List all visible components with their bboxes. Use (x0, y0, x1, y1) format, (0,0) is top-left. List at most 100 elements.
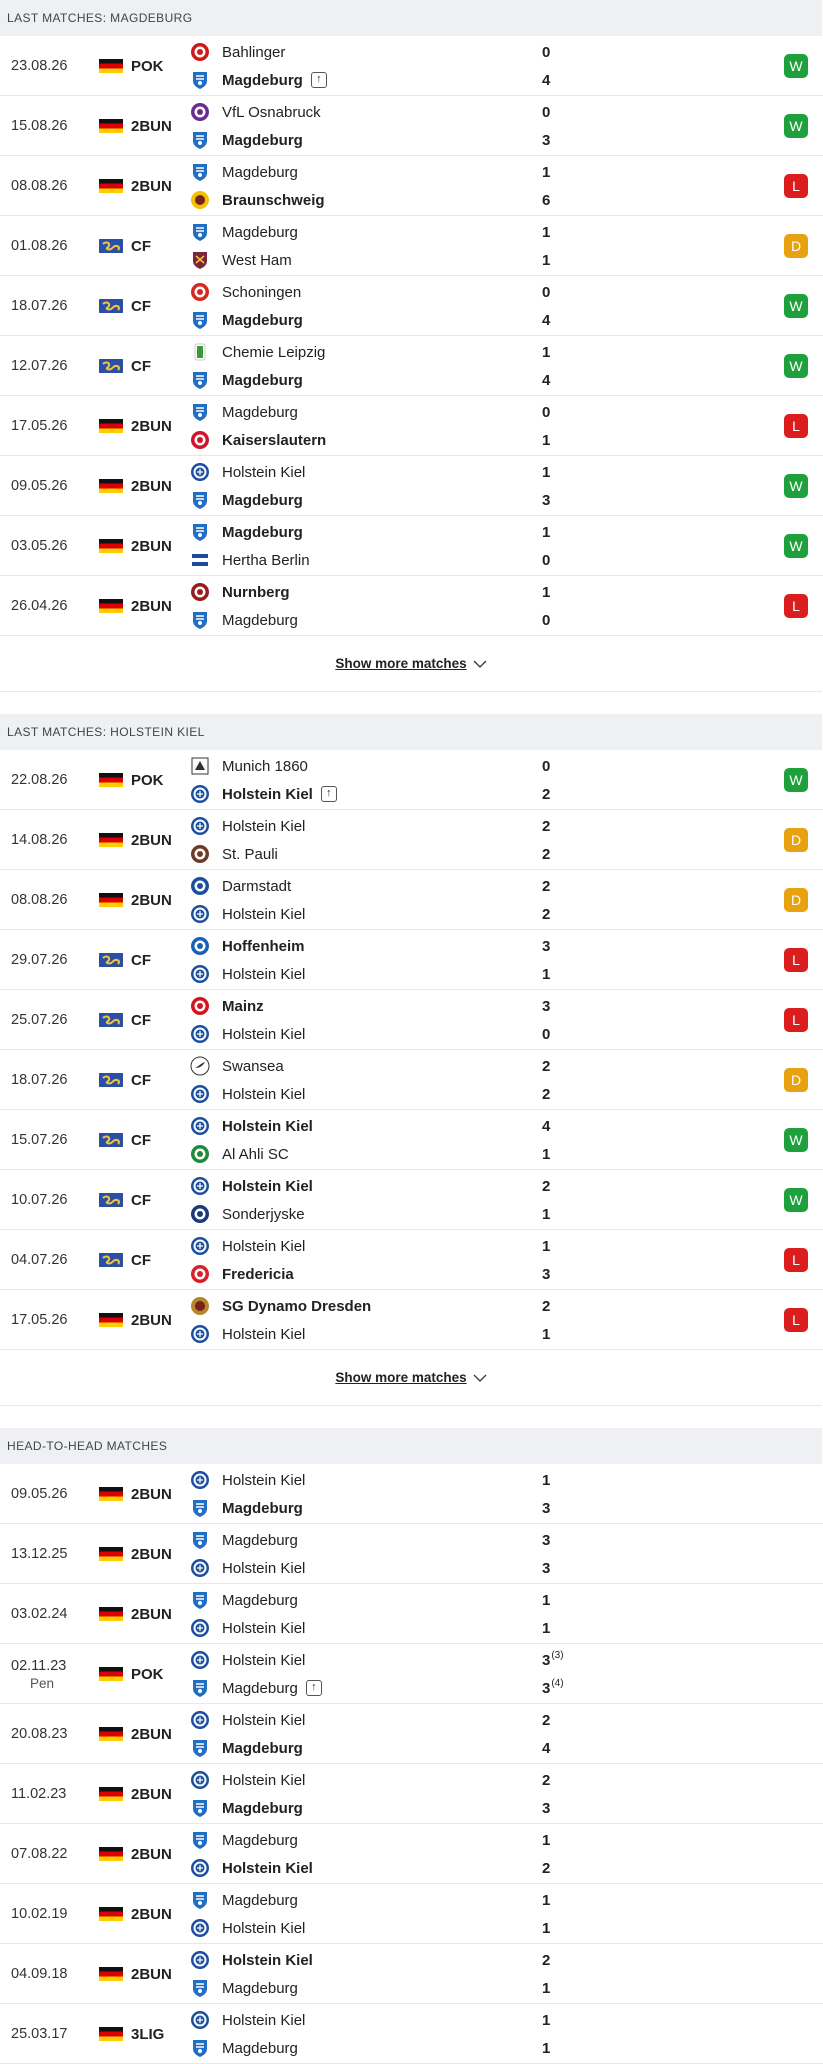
team[interactable]: Fredericia (190, 1263, 294, 1285)
kiel-logo-icon (190, 1770, 210, 1790)
match-row[interactable]: 25.03.17 3LIG Holstein Kiel Magdeburg 1 … (0, 2004, 823, 2064)
team[interactable]: Holstein Kiel (190, 1649, 305, 1671)
team[interactable]: Magdeburg (190, 489, 303, 511)
team[interactable]: Magdeburg (190, 369, 303, 391)
team[interactable]: Magdeburg (190, 1889, 298, 1911)
team[interactable]: Holstein Kiel ↑ (190, 783, 337, 805)
team[interactable]: Holstein Kiel (190, 1323, 305, 1345)
team[interactable]: Schoningen (190, 281, 301, 303)
team[interactable]: Magdeburg (190, 1977, 298, 1999)
team[interactable]: SG Dynamo Dresden (190, 1295, 371, 1317)
match-row[interactable]: 23.08.26 POK Bahlinger Magdeburg ↑ 0 4 W (0, 36, 823, 96)
match-row[interactable]: 02.11.23 Pen POK Holstein Kiel Magdeburg ↑… (0, 1644, 823, 1704)
team[interactable]: Holstein Kiel (190, 1857, 313, 1879)
magdeburg-logo-icon (190, 1738, 210, 1758)
away-score: 3 (542, 1557, 602, 1579)
match-row[interactable]: 11.02.23 2BUN Holstein Kiel Magdeburg 2 … (0, 1764, 823, 1824)
team[interactable]: Holstein Kiel (190, 1617, 305, 1639)
team[interactable]: Holstein Kiel (190, 815, 305, 837)
match-date: 17.05.26 (11, 396, 87, 456)
team[interactable]: Swansea (190, 1055, 284, 1077)
team[interactable]: Nurnberg (190, 581, 290, 603)
team[interactable]: Magdeburg (190, 521, 303, 543)
team[interactable]: Holstein Kiel (190, 1083, 305, 1105)
match-row[interactable]: 10.02.19 2BUN Magdeburg Holstein Kiel 1 … (0, 1884, 823, 1944)
match-row[interactable]: 18.07.26 CF Swansea Holstein Kiel 2 2 D (0, 1050, 823, 1110)
team[interactable]: Holstein Kiel (190, 1469, 305, 1491)
team[interactable]: Braunschweig (190, 189, 325, 211)
match-row[interactable]: 08.08.26 2BUN Darmstadt Holstein Kiel 2 … (0, 870, 823, 930)
match-date: 09.05.26 (11, 1464, 87, 1524)
team[interactable]: Magdeburg (190, 129, 303, 151)
team[interactable]: Holstein Kiel (190, 2009, 305, 2031)
match-row[interactable]: 04.07.26 CF Holstein Kiel Fredericia 1 3… (0, 1230, 823, 1290)
match-row[interactable]: 15.07.26 CF Holstein Kiel Al Ahli SC 4 1… (0, 1110, 823, 1170)
competition-code: 2BUN (131, 1485, 172, 1503)
team[interactable]: Holstein Kiel (190, 903, 305, 925)
team[interactable]: Hoffenheim (190, 935, 305, 957)
team[interactable]: Magdeburg (190, 1829, 298, 1851)
match-row[interactable]: 14.08.26 2BUN Holstein Kiel St. Pauli 2 … (0, 810, 823, 870)
match-row[interactable]: 26.04.26 2BUN Nurnberg Magdeburg 1 0 L (0, 576, 823, 636)
team[interactable]: Magdeburg ↑ (190, 69, 327, 91)
match-row[interactable]: 07.08.22 2BUN Magdeburg Holstein Kiel 1 … (0, 1824, 823, 1884)
team[interactable]: Magdeburg (190, 161, 298, 183)
match-row[interactable]: 22.08.26 POK Munich 1860 Holstein Kiel ↑ … (0, 750, 823, 810)
team[interactable]: Magdeburg (190, 1589, 298, 1611)
team[interactable]: West Ham (190, 249, 292, 271)
team[interactable]: Holstein Kiel (190, 963, 305, 985)
team[interactable]: Holstein Kiel (190, 1769, 305, 1791)
team[interactable]: Holstein Kiel (190, 1115, 313, 1137)
match-row[interactable]: 09.05.26 2BUN Holstein Kiel Magdeburg 1 … (0, 1464, 823, 1524)
match-row[interactable]: 10.07.26 CF Holstein Kiel Sonderjyske 2 … (0, 1170, 823, 1230)
match-row[interactable]: 17.05.26 2BUN Magdeburg Kaiserslautern 0… (0, 396, 823, 456)
team[interactable]: Holstein Kiel (190, 1709, 305, 1731)
team[interactable]: Holstein Kiel (190, 1175, 313, 1197)
team[interactable]: Holstein Kiel (190, 1949, 313, 1971)
team[interactable]: Magdeburg (190, 2037, 298, 2059)
match-row[interactable]: 04.09.18 2BUN Holstein Kiel Magdeburg 2 … (0, 1944, 823, 2004)
team[interactable]: Magdeburg (190, 401, 298, 423)
team[interactable]: Magdeburg (190, 309, 303, 331)
team[interactable]: Magdeburg (190, 609, 298, 631)
match-row[interactable]: 12.07.26 CF Chemie Leipzig Magdeburg 1 4… (0, 336, 823, 396)
team[interactable]: Magdeburg (190, 1797, 303, 1819)
score-value: 1 (542, 1205, 551, 1223)
team[interactable]: Holstein Kiel (190, 1557, 305, 1579)
show-more-matches-button[interactable]: Show more matches (0, 636, 822, 692)
match-row[interactable]: 01.08.26 CF Magdeburg West Ham 1 1 D (0, 216, 823, 276)
team[interactable]: Holstein Kiel (190, 1917, 305, 1939)
team[interactable]: St. Pauli (190, 843, 278, 865)
team[interactable]: Kaiserslautern (190, 429, 326, 451)
team[interactable]: Hertha Berlin (190, 549, 310, 571)
team[interactable]: Magdeburg (190, 1497, 303, 1519)
team[interactable]: Magdeburg (190, 1737, 303, 1759)
match-row[interactable]: 29.07.26 CF Hoffenheim Holstein Kiel 3 1… (0, 930, 823, 990)
match-row[interactable]: 25.07.26 CF Mainz Holstein Kiel 3 0 L (0, 990, 823, 1050)
team[interactable]: Holstein Kiel (190, 1235, 305, 1257)
match-row[interactable]: 17.05.26 2BUN SG Dynamo Dresden Holstein… (0, 1290, 823, 1350)
match-row[interactable]: 18.07.26 CF Schoningen Magdeburg 0 4 W (0, 276, 823, 336)
magdeburg-logo-icon (190, 1890, 210, 1910)
team[interactable]: Bahlinger (190, 41, 285, 63)
match-row[interactable]: 03.02.24 2BUN Magdeburg Holstein Kiel 1 … (0, 1584, 823, 1644)
match-row[interactable]: 03.05.26 2BUN Magdeburg Hertha Berlin 1 … (0, 516, 823, 576)
match-row[interactable]: 09.05.26 2BUN Holstein Kiel Magdeburg 1 … (0, 456, 823, 516)
match-row[interactable]: 08.08.26 2BUN Magdeburg Braunschweig 1 6… (0, 156, 823, 216)
team[interactable]: Al Ahli SC (190, 1143, 289, 1165)
match-row[interactable]: 13.12.25 2BUN Magdeburg Holstein Kiel 3 … (0, 1524, 823, 1584)
team[interactable]: Chemie Leipzig (190, 341, 325, 363)
team[interactable]: Sonderjyske (190, 1203, 305, 1225)
team[interactable]: Magdeburg (190, 1529, 298, 1551)
team[interactable]: Magdeburg (190, 221, 298, 243)
team[interactable]: Mainz (190, 995, 264, 1017)
show-more-matches-button[interactable]: Show more matches (0, 1350, 822, 1406)
match-row[interactable]: 15.08.26 2BUN VfL Osnabruck Magdeburg 0 … (0, 96, 823, 156)
team[interactable]: Magdeburg ↑ (190, 1677, 322, 1699)
team[interactable]: Holstein Kiel (190, 1023, 305, 1045)
team[interactable]: Darmstadt (190, 875, 291, 897)
team[interactable]: Holstein Kiel (190, 461, 305, 483)
team[interactable]: Munich 1860 (190, 755, 308, 777)
match-row[interactable]: 20.08.23 2BUN Holstein Kiel Magdeburg 2 … (0, 1704, 823, 1764)
team[interactable]: VfL Osnabruck (190, 101, 321, 123)
